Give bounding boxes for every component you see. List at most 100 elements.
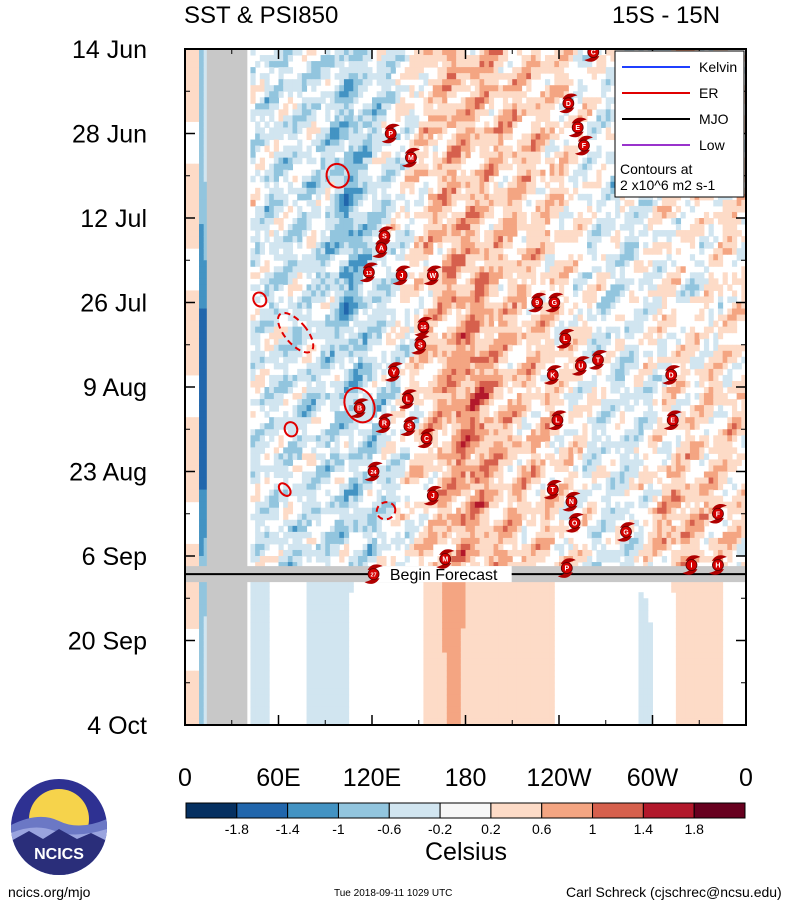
sst-cell — [418, 465, 424, 472]
sst-cell — [502, 260, 509, 267]
sst-cell — [442, 676, 448, 684]
sst-cell — [343, 700, 350, 708]
sst-cell — [329, 634, 336, 641]
sst-cell — [507, 700, 513, 708]
sst-cell — [367, 175, 373, 183]
sst-cell — [250, 175, 256, 183]
sst-cell — [474, 549, 481, 557]
sst-cell — [306, 501, 312, 509]
sst-cell — [507, 417, 513, 424]
sst-cell — [488, 284, 495, 291]
sst-cell — [400, 338, 406, 346]
sst-cell — [498, 193, 504, 201]
sst-cell — [273, 320, 279, 328]
sst-cell — [203, 296, 209, 303]
sst-cell — [357, 199, 364, 207]
sst-cell — [185, 344, 191, 352]
sst-cell — [287, 387, 294, 394]
sst-cell — [194, 79, 200, 86]
sst-cell — [390, 205, 396, 213]
sst-cell — [442, 393, 448, 400]
sst-cell — [259, 97, 265, 104]
sst-cell — [278, 344, 284, 352]
sst-cell — [283, 495, 289, 503]
sst-cell — [255, 61, 261, 68]
sst-cell — [484, 248, 490, 255]
sst-cell — [460, 447, 466, 454]
sst-cell — [194, 73, 200, 80]
sst-cell — [367, 447, 373, 454]
sst-cell — [423, 483, 429, 491]
sst-cell — [203, 435, 209, 442]
sst-cell — [465, 97, 471, 104]
sst-cell — [306, 658, 312, 666]
sst-cell — [297, 266, 303, 273]
sst-cell — [362, 230, 368, 237]
sst-cell — [339, 79, 345, 86]
sst-cell — [460, 525, 466, 533]
sst-cell — [446, 477, 452, 485]
sst-cell — [409, 284, 415, 291]
sst-cell — [199, 85, 205, 92]
sst-cell — [470, 459, 476, 466]
sst-cell — [339, 706, 345, 714]
sst-cell — [189, 61, 195, 68]
sst-cell — [250, 706, 256, 714]
sst-cell — [273, 501, 279, 509]
sst-cell — [343, 109, 350, 116]
sst-cell — [493, 471, 499, 479]
sst-cell — [278, 308, 284, 316]
sst-cell — [311, 157, 317, 165]
sst-cell — [203, 471, 209, 479]
sst-cell — [470, 272, 476, 279]
sst-cell — [390, 272, 396, 279]
sst-cell — [474, 308, 481, 316]
sst-cell — [353, 272, 359, 279]
sst-cell — [203, 429, 209, 436]
sst-cell — [283, 549, 289, 557]
sst-cell — [488, 471, 495, 479]
sst-cell — [334, 712, 340, 720]
sst-cell — [404, 121, 410, 128]
sst-cell — [465, 151, 471, 159]
sst-cell — [255, 646, 261, 654]
sst-cell — [357, 459, 364, 466]
sst-cell — [446, 308, 452, 316]
sst-cell — [203, 537, 209, 545]
sst-cell — [250, 67, 256, 74]
sst-cell — [404, 296, 410, 303]
sst-cell — [255, 622, 261, 629]
sst-cell — [507, 61, 513, 68]
sst-cell — [470, 387, 476, 394]
sst-cell — [269, 115, 275, 122]
sst-cell — [320, 652, 326, 660]
sst-cell — [287, 423, 294, 430]
sst-cell — [432, 453, 438, 460]
sst-cell — [451, 139, 457, 147]
sst-cell — [507, 513, 513, 521]
sst-cell — [451, 670, 457, 678]
sst-cell — [493, 254, 499, 261]
sst-cell — [498, 688, 504, 696]
sst-cell — [493, 447, 499, 454]
sst-cell — [357, 302, 364, 310]
sst-cell — [479, 211, 485, 219]
sst-cell — [320, 356, 326, 364]
sst-cell — [381, 441, 387, 448]
sst-cell — [259, 175, 265, 183]
sst-cell — [367, 368, 373, 376]
sst-cell — [502, 658, 509, 666]
sst-cell — [414, 254, 420, 261]
sst-cell — [470, 169, 476, 177]
sst-cell — [194, 193, 200, 201]
sst-cell — [301, 417, 308, 424]
sst-cell — [428, 356, 434, 364]
sst-cell — [343, 85, 350, 92]
sst-cell — [185, 332, 191, 340]
sst-cell — [199, 543, 205, 551]
sst-cell — [269, 537, 275, 545]
sst-cell — [451, 423, 457, 430]
sst-cell — [446, 338, 452, 346]
sst-cell — [460, 61, 466, 68]
sst-cell — [343, 193, 350, 201]
